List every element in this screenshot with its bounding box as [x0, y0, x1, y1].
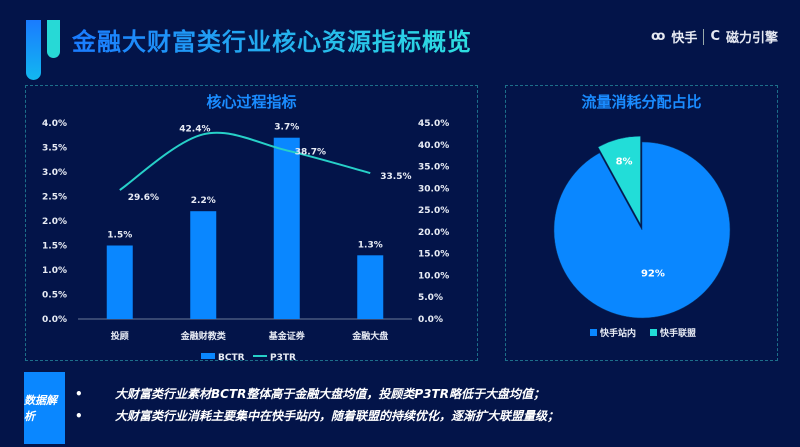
- bar-line-panel: 核心过程指标: [25, 85, 478, 361]
- pie-label: 92%: [641, 269, 665, 280]
- y-left-tick: 0.0%: [42, 315, 67, 325]
- line-p3tr: [119, 131, 371, 191]
- y-left-tick: 3.5%: [42, 144, 67, 154]
- y-right-tick: 15.0%: [418, 250, 449, 260]
- bar-label: 3.7%: [274, 123, 299, 133]
- y-left-tick: 2.0%: [42, 217, 67, 227]
- line-label: 38.7%: [295, 147, 326, 157]
- y-right-tick: 35.0%: [418, 163, 449, 173]
- legend-bctr: BCTR: [218, 353, 245, 363]
- line-label: 29.6%: [128, 193, 159, 203]
- chart-title: 核心过程指标: [206, 93, 297, 111]
- line-label: 33.5%: [380, 172, 411, 182]
- bar-bctr: [106, 245, 133, 319]
- y-left-tick: 0.5%: [42, 291, 67, 301]
- line-label: 42.4%: [179, 124, 210, 134]
- bar-bctr: [357, 255, 384, 319]
- analysis-point: 大财富类行业素材BCTR整体高于金融大盘均值，投顾类P3TR略低于大盘均值；: [75, 383, 559, 405]
- y-right-tick: 0.0%: [418, 315, 443, 325]
- brand-logos: ꝏ 快手 C 磁力引擎: [651, 27, 778, 46]
- x-tick: 投顾: [111, 330, 129, 342]
- y-right-tick: 40.0%: [418, 141, 449, 151]
- legend-swatch: [590, 329, 597, 336]
- bar-bctr: [190, 211, 217, 319]
- y-right-tick: 20.0%: [418, 228, 449, 238]
- y-left-tick: 4.0%: [42, 119, 67, 129]
- x-tick: 基金证券: [268, 330, 306, 342]
- y-right-tick: 45.0%: [418, 119, 449, 129]
- kuaishou-logo-icon: ꝏ: [651, 29, 666, 44]
- y-left-tick: 3.0%: [42, 168, 67, 178]
- legend-swatch: [650, 329, 657, 336]
- y-right-tick: 5.0%: [418, 293, 443, 303]
- analysis-points: 大财富类行业素材BCTR整体高于金融大盘均值，投顾类P3TR略低于大盘均值； 大…: [75, 383, 559, 427]
- y-left-tick: 1.0%: [42, 266, 67, 276]
- divider: [703, 28, 705, 45]
- y-right-tick: 25.0%: [418, 206, 449, 216]
- y-left-tick: 1.5%: [42, 242, 67, 252]
- pie-panel: 流量消耗分配占比: [505, 85, 778, 361]
- pie-legend-item: 快手站内: [600, 327, 636, 339]
- pie-label: 8%: [616, 156, 633, 167]
- pie-slice: [597, 135, 641, 225]
- brand-kuaishou: 快手: [671, 31, 698, 46]
- bar-bctr: [273, 137, 300, 319]
- y-right-tick: 30.0%: [418, 184, 449, 194]
- bar-label: 1.3%: [358, 240, 383, 250]
- x-tick: 金融财教类: [180, 330, 227, 342]
- bar-label: 2.2%: [191, 196, 216, 206]
- bar-label: 1.5%: [107, 231, 132, 241]
- cili-logo-icon: C: [710, 29, 720, 44]
- y-left-tick: 2.5%: [42, 193, 67, 203]
- legend-p3tr: P3TR: [270, 353, 296, 363]
- analysis-label: 数据解析: [24, 372, 65, 444]
- brand-cili: 磁力引擎: [725, 31, 778, 46]
- legend-bctr-swatch: [201, 353, 215, 359]
- analysis-point: 大财富类行业消耗主要集中在快手站内，随着联盟的持续优化，逐渐扩大联盟量级；: [75, 405, 559, 427]
- accent-bar-blue: [26, 20, 41, 80]
- y-right-tick: 10.0%: [418, 271, 449, 281]
- pie-legend-item: 快手联盟: [660, 327, 696, 339]
- page-title: 金融大财富类行业核心资源指标概览: [72, 22, 472, 57]
- x-tick: 金融大盘: [351, 330, 388, 342]
- accent-bar-teal: [47, 20, 60, 58]
- pie-slice: [553, 141, 731, 319]
- chart-title: 流量消耗分配占比: [581, 93, 702, 111]
